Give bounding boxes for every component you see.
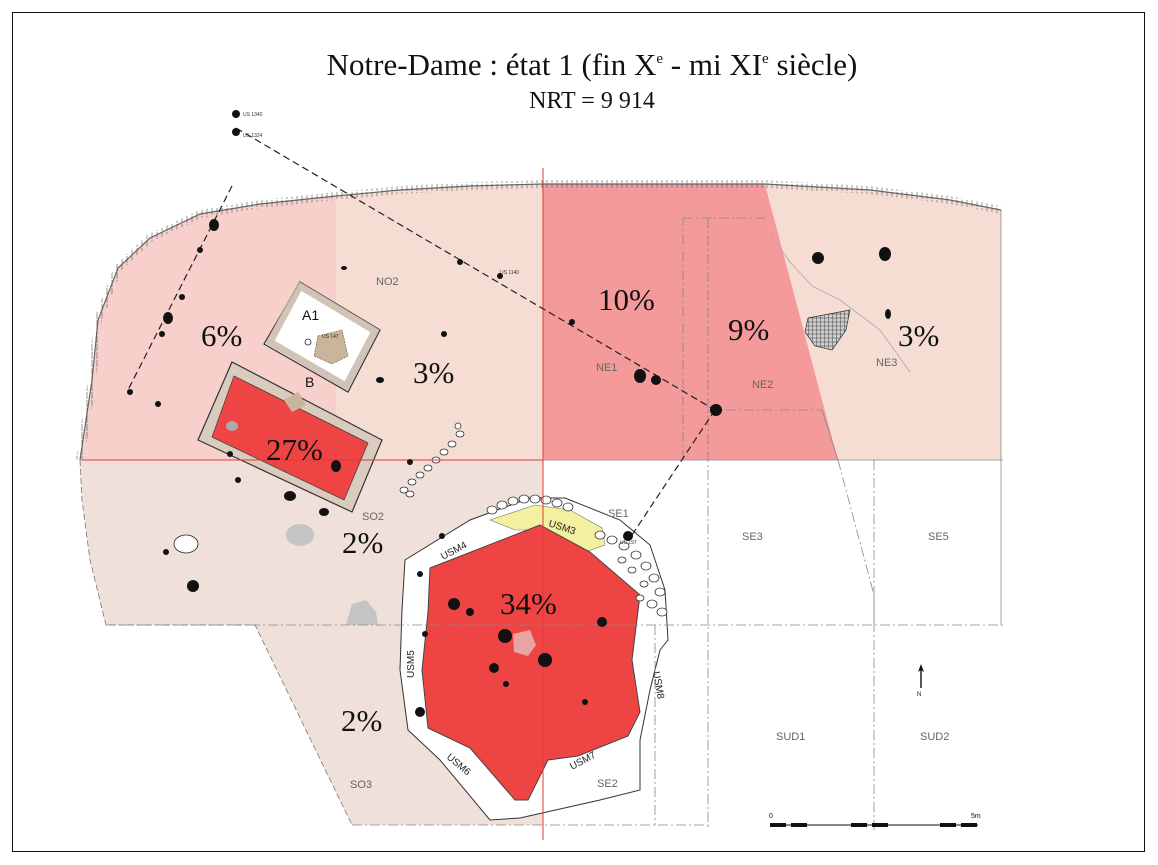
zone-label-no2: NO2 — [376, 276, 399, 288]
b-brown-patch — [284, 392, 306, 412]
percent-ne2: 9% — [728, 312, 769, 347]
zone-label-so2: SO2 — [362, 511, 384, 523]
sector-grid — [106, 210, 1003, 832]
pale-patch — [513, 630, 536, 656]
percent-so2: 2% — [342, 525, 383, 560]
zone-label-se2: SE2 — [597, 778, 618, 790]
hatched-feature — [804, 309, 851, 351]
percent-so3: 2% — [341, 703, 382, 738]
grey-patch-so2 — [286, 524, 314, 546]
zone-label-ne1: NE1 — [596, 362, 617, 374]
zone-ne2 — [683, 184, 838, 460]
building-b-interior — [211, 375, 369, 501]
zone-ne3 — [765, 184, 1001, 460]
zone-label-so3: SO3 — [350, 779, 372, 791]
zone-ne1 — [543, 184, 683, 460]
a1-brown-patch — [313, 329, 349, 365]
label-us1140: US 1140 — [500, 270, 519, 276]
room-label-b: B — [305, 374, 314, 390]
stone-rubble — [486, 494, 668, 617]
boundary-ticks — [76, 180, 1002, 461]
percent-ne1: 10% — [598, 282, 655, 317]
label-us197: US 197 — [620, 540, 637, 546]
zone-usm-interior — [421, 524, 641, 801]
label-us1324: US 1324 — [243, 133, 263, 139]
percent-central: 34% — [500, 586, 557, 621]
ne3-contour — [769, 233, 911, 373]
wall-label-usm5: USM5 — [406, 650, 417, 678]
label-us147: US 147 — [322, 334, 339, 340]
zone-label-sud1: SUD1 — [776, 731, 805, 743]
outlined-holes — [173, 338, 312, 554]
scale-bar: 0 5m — [769, 813, 981, 827]
svg-text:N: N — [917, 692, 921, 698]
scale-end: 5m — [971, 813, 981, 820]
zone-label-se5: SE5 — [928, 531, 949, 543]
room-label-a1: A1 — [302, 307, 319, 323]
zone-label-se3: SE3 — [742, 531, 763, 543]
zone-label-ne2: NE2 — [752, 379, 773, 391]
building-a1-wall — [265, 281, 380, 391]
zone-label-sud2: SUD2 — [920, 731, 949, 743]
scale-start: 0 — [769, 813, 773, 820]
percent-no1: 6% — [201, 318, 242, 353]
zone-label-ne3: NE3 — [876, 357, 897, 369]
zone-no2 — [336, 184, 543, 460]
percent-no2: 3% — [413, 355, 454, 390]
map-title: Notre-Dame : état 1 (fin Xe - mi XIe siè… — [327, 47, 858, 82]
percent-building-b: 27% — [266, 432, 323, 467]
map-subtitle: NRT = 9 914 — [529, 88, 655, 114]
grey-patch-south — [346, 600, 378, 625]
percent-ne3: 3% — [898, 318, 939, 353]
post-holes — [127, 110, 891, 717]
boundary-west-south — [79, 459, 353, 826]
zone-label-se1: SE1 — [608, 508, 629, 520]
north-arrow: N — [917, 664, 924, 698]
b-grey-patch — [226, 421, 238, 431]
wall-label-usm8: USM8 — [650, 671, 666, 701]
label-us1340: US 1340 — [243, 112, 263, 118]
